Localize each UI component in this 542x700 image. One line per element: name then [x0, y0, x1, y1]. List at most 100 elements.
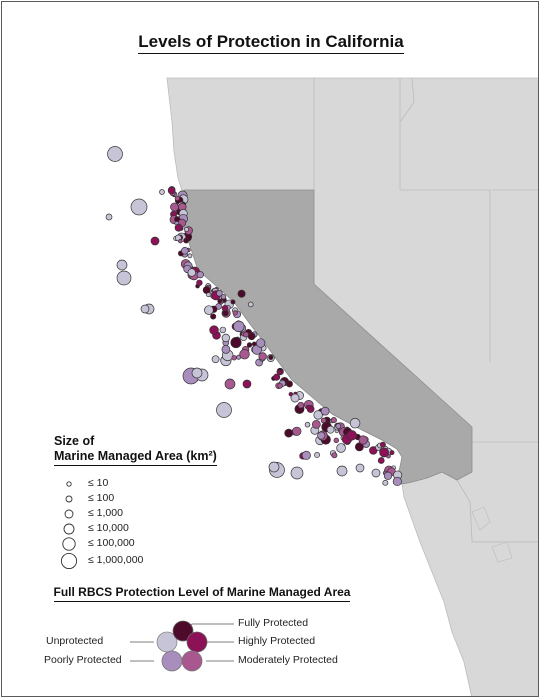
mma-marker — [335, 423, 342, 429]
mma-marker — [369, 446, 378, 455]
mma-marker — [277, 383, 283, 389]
mma-marker — [292, 426, 302, 436]
mma-marker — [286, 380, 293, 388]
mma-marker — [346, 430, 357, 441]
mma-marker — [290, 466, 304, 480]
size-circle-10000 — [63, 523, 75, 535]
mma-marker — [231, 355, 237, 361]
map-title: Levels of Protection in California — [2, 32, 538, 54]
mma-marker — [224, 378, 236, 390]
mma-marker — [358, 435, 368, 445]
mma-marker — [336, 443, 346, 453]
mma-marker — [246, 342, 253, 348]
mma-marker — [255, 338, 266, 348]
mma-marker — [333, 437, 340, 444]
mma-marker — [181, 247, 189, 255]
mma-marker — [174, 195, 180, 201]
mma-marker — [116, 270, 132, 286]
mma-marker — [216, 402, 232, 418]
marine-managed-areas — [105, 146, 403, 487]
mma-marker — [150, 236, 160, 246]
mma-marker — [170, 202, 179, 212]
mma-marker — [221, 345, 231, 354]
size-legend-label-1000000: ≤ 1,000,000 — [88, 554, 144, 566]
size-circle-100 — [65, 495, 73, 503]
mma-marker — [290, 393, 300, 403]
mma-marker — [297, 401, 305, 409]
mma-marker — [209, 325, 219, 335]
mma-marker — [196, 271, 204, 279]
mma-marker — [268, 354, 274, 360]
legend-fully-protected-swatch — [172, 620, 194, 642]
mma-marker — [379, 441, 386, 448]
mma-marker — [331, 452, 338, 459]
legend-label-fully-protected: Fully Protected — [238, 617, 309, 629]
state-borders — [313, 77, 538, 443]
mma-marker — [311, 419, 321, 429]
size-circle-1000000 — [60, 552, 78, 570]
mma-marker — [130, 198, 148, 216]
size-legend-label-100: ≤ 100 — [88, 492, 115, 504]
mma-marker — [196, 279, 203, 286]
mma-marker — [187, 253, 193, 259]
mma-marker — [349, 417, 361, 429]
size-legend-label-1000: ≤ 1,000 — [88, 507, 123, 519]
mma-marker — [389, 450, 395, 456]
mma-marker — [247, 332, 256, 341]
mma-marker — [382, 479, 389, 486]
mma-marker — [221, 304, 229, 312]
mma-marker — [247, 301, 254, 308]
size-legend-label-10000: ≤ 10,000 — [88, 522, 129, 534]
protection-legend-title: Full RBCS Protection Level of Marine Man… — [2, 585, 402, 602]
mma-marker — [354, 442, 364, 452]
mma-marker — [355, 463, 365, 473]
mma-marker — [336, 465, 348, 477]
mma-marker — [210, 313, 217, 320]
mma-marker — [258, 352, 267, 361]
mma-marker — [216, 290, 223, 297]
mma-marker — [204, 305, 214, 315]
mma-marker — [317, 431, 326, 440]
mma-marker — [383, 471, 393, 480]
mma-marker — [230, 337, 242, 349]
mma-marker — [371, 468, 381, 478]
mma-marker — [377, 457, 385, 464]
mma-marker — [178, 238, 183, 244]
mma-marker — [392, 476, 402, 487]
mma-marker — [242, 379, 252, 389]
mma-marker — [243, 331, 249, 338]
legend-label-highly-protected: Highly Protected — [238, 635, 316, 647]
mma-marker — [232, 310, 238, 316]
size-circle-100000 — [62, 537, 76, 551]
mma-marker — [140, 304, 150, 314]
mma-marker — [184, 226, 190, 232]
mma-marker — [217, 298, 223, 304]
mma-marker — [191, 367, 203, 379]
mma-marker — [330, 417, 337, 424]
mma-marker — [239, 349, 250, 360]
land-gulf-islands — [471, 506, 513, 563]
mma-marker — [211, 355, 220, 364]
mma-marker — [187, 268, 196, 277]
size-legend-label-100000: ≤ 100,000 — [88, 537, 135, 549]
mma-marker — [314, 452, 321, 458]
size-legend-label-10: ≤ 10 — [88, 477, 109, 489]
mma-marker — [237, 289, 246, 298]
protection-legend-circles — [130, 620, 234, 672]
mma-marker — [276, 369, 282, 375]
mma-marker — [107, 146, 123, 162]
mma-marker — [219, 326, 227, 334]
land-california — [179, 189, 473, 485]
mma-marker — [183, 237, 189, 244]
legend-label-moderately-protected: Moderately Protected — [238, 654, 338, 666]
mma-marker — [379, 447, 390, 458]
mma-marker — [304, 421, 311, 428]
legend-label-poorly-protected: Poorly Protected — [44, 654, 122, 666]
mma-marker — [116, 259, 128, 271]
size-legend-title: Size of Marine Managed Area (km²) — [54, 434, 217, 466]
mma-marker — [320, 406, 330, 416]
mma-marker — [268, 461, 280, 473]
legend-highly-protected-swatch — [186, 631, 208, 653]
